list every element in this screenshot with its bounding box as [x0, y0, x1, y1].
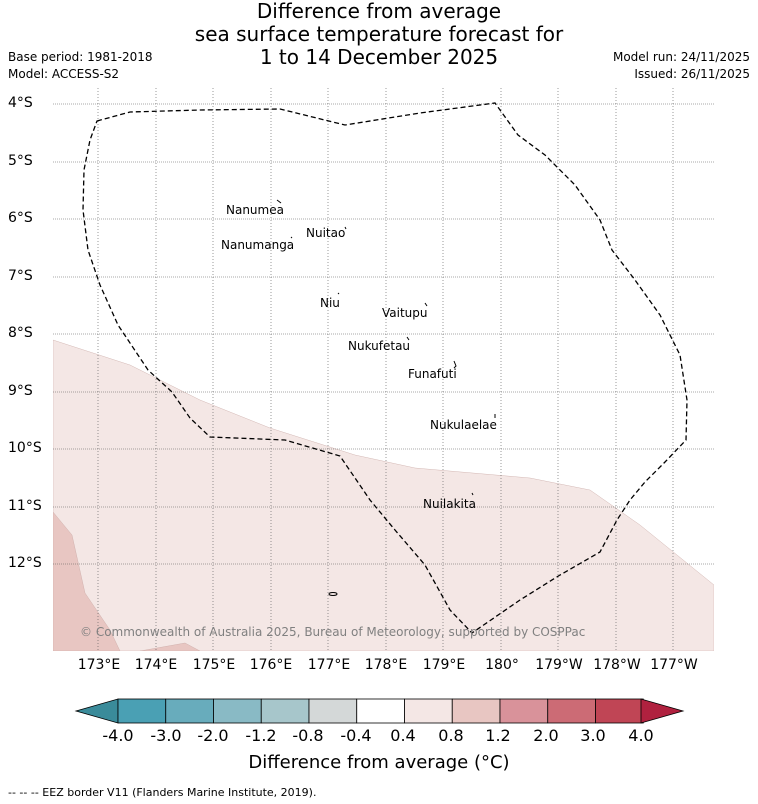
lon-label-176e: 176°E [249, 657, 293, 673]
colorbar-label-2: -2.0 [197, 726, 229, 745]
map-title: Difference from average sea surface temp… [0, 0, 758, 69]
lon-label-179w: 179°W [535, 657, 583, 673]
colorbar-segment-10 [547, 698, 596, 724]
colorbar-label-1: -3.0 [150, 726, 182, 745]
colorbar-upper-extension [640, 698, 685, 724]
lat-label-9s: 9°S [8, 383, 33, 399]
meta-left: Base period: 1981-2018 Model: ACCESS-S2 [8, 49, 153, 83]
colorbar [74, 698, 685, 724]
anomaly-region-light [53, 339, 714, 651]
title-line-1: Difference from average [256, 0, 502, 23]
meta-right: Model run: 24/11/2025 Issued: 26/11/2025 [613, 49, 750, 83]
colorbar-label-8: 1.2 [485, 726, 511, 745]
lat-label-5s: 5°S [8, 153, 33, 169]
island-label-vaitupu: Vaitupu [382, 306, 428, 320]
colorbar-segment-8 [451, 698, 501, 724]
islet-niu [337, 292, 340, 295]
lat-label-12s: 12°S [8, 555, 42, 571]
lon-label-173e: 173°E [77, 657, 121, 673]
model-name: Model: ACCESS-S2 [8, 67, 120, 81]
colorbar-segment-4 [260, 698, 310, 724]
lat-label-4s: 4°S [8, 95, 33, 111]
colorbar-label-11: 4.0 [628, 726, 654, 745]
anomaly-region-medium [53, 511, 121, 651]
lat-label-8s: 8°S [8, 325, 33, 341]
eez-border-legend: -- -- -- EEZ border V11 (Flanders Marine… [8, 786, 317, 799]
islet-funafuti [453, 360, 457, 369]
island-label-nukufetau: Nukufetau [348, 339, 410, 353]
colorbar-label-9: 2.0 [533, 726, 559, 745]
islet-nukufetau [406, 336, 410, 341]
lon-label-179e: 179°E [422, 657, 466, 673]
lon-label-175e: 175°E [192, 657, 236, 673]
colorbar-label-10: 3.0 [580, 726, 606, 745]
island-label-nanumea: Nanumea [226, 203, 284, 217]
lon-label-178e: 178°E [364, 657, 408, 673]
colorbar-label-3: -1.2 [245, 726, 277, 745]
colorbar-label-0: -4.0 [102, 726, 134, 745]
lat-label-11s: 11°S [8, 498, 42, 514]
copyright-notice: © Commonwealth of Australia 2025, Bureau… [80, 625, 585, 639]
colorbar-segment-3 [213, 698, 262, 724]
lon-label-180: 180° [485, 657, 519, 673]
island-label-niu: Niu [320, 296, 340, 310]
island-label-nuilakita: Nuilakita [423, 497, 476, 511]
colorbar-segment-5 [308, 698, 358, 724]
title-line-2: sea surface temperature forecast for [194, 22, 564, 46]
colorbar-label-7: 0.8 [438, 726, 464, 745]
islet-nanumea [276, 199, 282, 204]
colorbar-lower-extension [74, 698, 119, 724]
island-label-funafuti: Funafuti [408, 367, 457, 381]
issued-date: Issued: 26/11/2025 [634, 67, 750, 81]
islet-nuilakita [471, 492, 474, 496]
map-plot-area: Nanumea Nuitao Nanumanga Niu Vaitupu Nuk… [53, 88, 714, 651]
base-period: Base period: 1981-2018 [8, 50, 153, 64]
islet-nuitao [344, 226, 347, 230]
islet-vaitupu [424, 302, 428, 307]
eez-border [82, 102, 688, 634]
island-label-nanumanga: Nanumanga [221, 238, 294, 252]
colorbar-segment-1 [117, 698, 167, 724]
colorbar-label-4: -0.8 [292, 726, 324, 745]
island-label-nuitao: Nuitao [306, 226, 345, 240]
anomaly-region-medium-2 [139, 642, 201, 651]
lon-label-178w: 178°W [593, 657, 641, 673]
lon-label-174e: 174°E [134, 657, 178, 673]
lat-label-6s: 6°S [8, 210, 33, 226]
colorbar-label-6: 0.4 [390, 726, 416, 745]
lat-label-7s: 7°S [8, 268, 33, 284]
colorbar-segment-11 [595, 698, 644, 724]
colorbar-segment-6 [356, 698, 405, 724]
islet-small-south [328, 592, 338, 596]
islet-nanumanga [290, 236, 293, 239]
lon-label-177e: 177°E [307, 657, 351, 673]
gridlines [53, 88, 714, 651]
island-label-nukulaelae: Nukulaelae [430, 418, 497, 432]
colorbar-segment-2 [165, 698, 214, 724]
colorbar-title: Difference from average (°C) [248, 752, 510, 773]
colorbar-label-5: -0.4 [340, 726, 372, 745]
colorbar-segment-9 [499, 698, 549, 724]
colorbar-segments [117, 698, 644, 724]
lat-label-10s: 10°S [8, 440, 42, 456]
model-run: Model run: 24/11/2025 [612, 50, 750, 64]
colorbar-segment-7 [404, 698, 453, 724]
lon-label-177w: 177°W [650, 657, 698, 673]
title-line-3: 1 to 14 December 2025 [259, 45, 499, 69]
